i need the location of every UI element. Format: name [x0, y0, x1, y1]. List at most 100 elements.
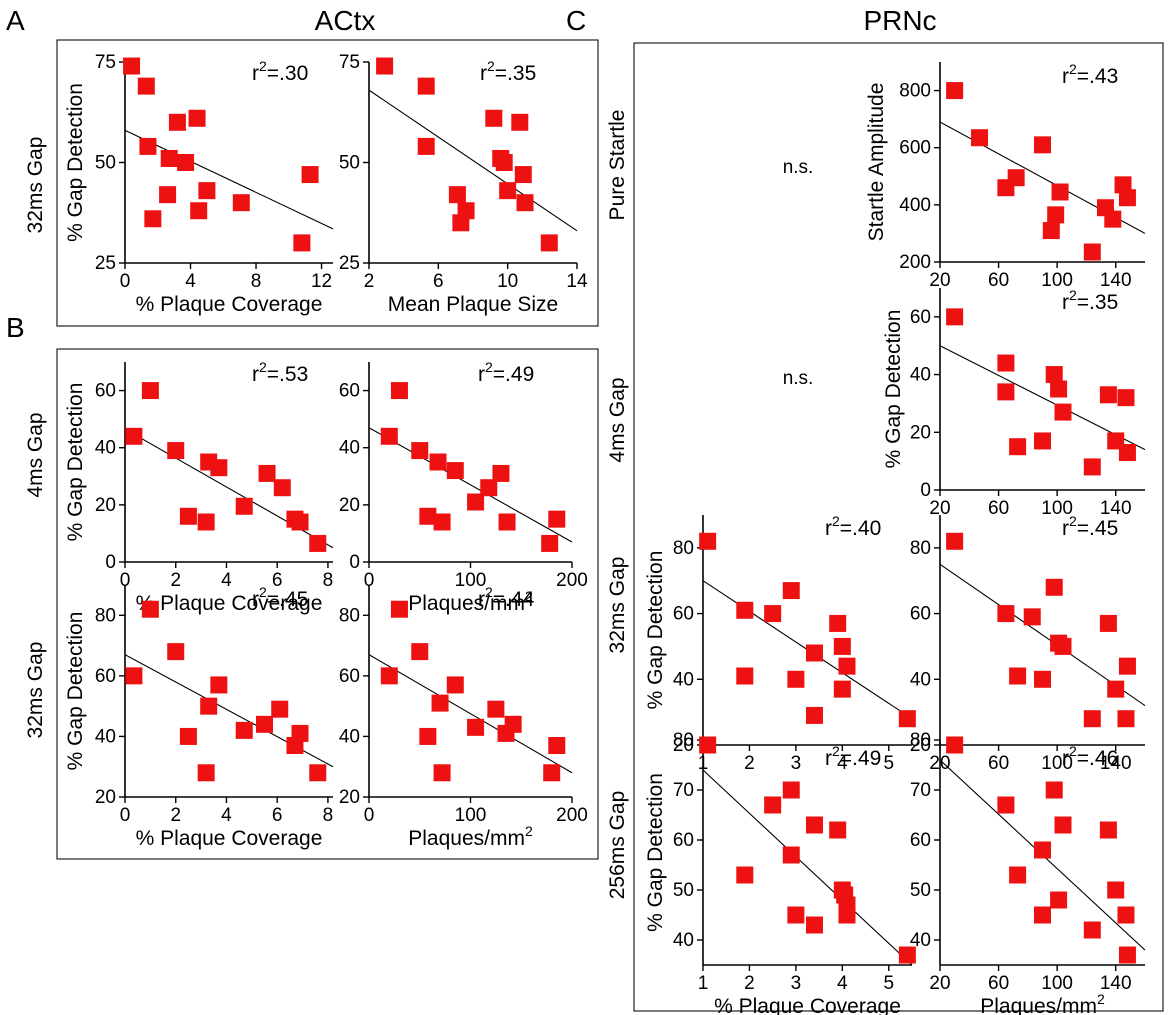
data-point — [782, 781, 800, 799]
data-point — [495, 154, 513, 171]
x-tick-label: 2 — [170, 570, 181, 591]
data-point — [833, 680, 851, 698]
data-point — [838, 906, 856, 924]
y-tick-label: 50 — [910, 880, 931, 901]
panel-letter-a: A — [6, 5, 25, 36]
y-tick-label: 80 — [673, 538, 694, 559]
data-point — [301, 166, 319, 184]
data-point — [1114, 176, 1132, 194]
y-axis-label: % Gap Detection — [644, 773, 667, 932]
y-axis-label: % Gap Detection — [64, 83, 87, 242]
panel-letter-c: C — [566, 5, 586, 36]
x-tick-label: 140 — [1100, 498, 1132, 519]
data-point — [446, 462, 464, 480]
data-point — [946, 532, 964, 550]
x-tick-label: 20 — [929, 498, 950, 519]
r-squared-label: r2=.35 — [1062, 287, 1118, 314]
y-axis-label: % Gap Detection — [64, 383, 87, 542]
x-tick-label: 60 — [988, 498, 1009, 519]
y-tick-label: 60 — [339, 381, 360, 402]
data-point — [898, 946, 916, 964]
y-tick-label: 0 — [349, 552, 360, 573]
y-tick-label: 800 — [899, 81, 931, 102]
y-tick-label: 20 — [339, 787, 360, 808]
x-tick-label: 12 — [311, 271, 332, 292]
data-point — [499, 182, 517, 200]
section-a-frame — [56, 39, 599, 327]
x-tick-label: 8 — [251, 271, 262, 292]
trend-line — [124, 129, 334, 230]
y-tick-label: 80 — [95, 605, 116, 626]
data-point — [141, 382, 159, 400]
data-point — [291, 513, 309, 531]
y-tick-label: 40 — [95, 438, 116, 459]
x-tick-label: 6 — [433, 271, 444, 292]
x-tick-label: 100 — [1041, 973, 1073, 994]
r-squared-label: r2=.45 — [252, 584, 308, 611]
x-tick-label: 6 — [272, 570, 283, 591]
trend-line — [368, 427, 573, 543]
data-point — [1107, 680, 1125, 698]
x-tick-label: 60 — [988, 973, 1009, 994]
data-point — [736, 601, 754, 619]
y-tick-label: 50 — [95, 153, 116, 174]
data-point — [1045, 366, 1063, 384]
y-tick-label: 20 — [673, 735, 694, 756]
y-axis-label: % Gap Detection — [644, 551, 667, 710]
data-point — [1083, 921, 1101, 939]
data-point — [197, 764, 215, 782]
chart-b1: 0 20 40 60 0 2 4 6 8 r2=.53 % Plaque Coverage % Gap… — [64, 359, 334, 615]
data-point — [256, 715, 274, 733]
data-point — [210, 459, 228, 477]
data-point — [997, 796, 1015, 814]
data-point — [125, 667, 143, 685]
x-tick-label: 140 — [1100, 270, 1132, 291]
data-point — [487, 700, 505, 718]
data-point — [1118, 189, 1136, 207]
data-point — [123, 57, 141, 75]
x-tick-label: 100 — [455, 570, 487, 591]
x-tick-label: 4 — [837, 973, 848, 994]
y-tick-label: 80 — [910, 538, 931, 559]
data-point — [838, 657, 856, 675]
data-point — [833, 637, 851, 655]
y-tick-label: 80 — [910, 730, 931, 751]
r-squared-label: r2=.45 — [1062, 513, 1118, 540]
data-point — [1083, 710, 1101, 728]
data-point — [548, 737, 566, 755]
data-point — [1050, 891, 1068, 909]
r-squared-label: r2=.43 — [1062, 61, 1118, 88]
row-label-c-32ms: 32ms Gap — [606, 557, 629, 654]
row-label-b-32ms: 32ms Gap — [24, 642, 47, 739]
r-squared-label: r2=.49 — [825, 743, 881, 770]
x-tick-label: 60 — [988, 270, 1009, 291]
y-tick-label: 40 — [910, 669, 931, 690]
y-tick-label: 40 — [910, 930, 931, 951]
data-point — [380, 427, 398, 445]
x-tick-label: 140 — [1100, 753, 1132, 774]
data-point — [419, 727, 437, 745]
y-tick-label: 60 — [95, 666, 116, 687]
data-point — [1034, 841, 1051, 859]
data-point — [419, 507, 437, 525]
data-point — [198, 182, 216, 200]
x-axis-label: Plaques/mm2 — [408, 823, 533, 850]
section-c-frame — [633, 42, 1164, 1012]
data-point — [1050, 380, 1068, 398]
data-point — [160, 149, 178, 167]
x-tick-label: 4 — [221, 570, 232, 591]
x-tick-label: 3 — [791, 753, 802, 774]
data-point — [946, 308, 964, 326]
panel-letter-b: B — [6, 312, 25, 343]
y-tick-label: 60 — [95, 381, 116, 402]
data-point — [448, 186, 466, 204]
y-tick-label: 40 — [339, 726, 360, 747]
data-point — [1034, 670, 1051, 688]
x-tick-label: 100 — [455, 805, 487, 826]
data-point — [467, 718, 485, 736]
data-point — [168, 113, 186, 131]
y-tick-label: 25 — [95, 253, 116, 274]
